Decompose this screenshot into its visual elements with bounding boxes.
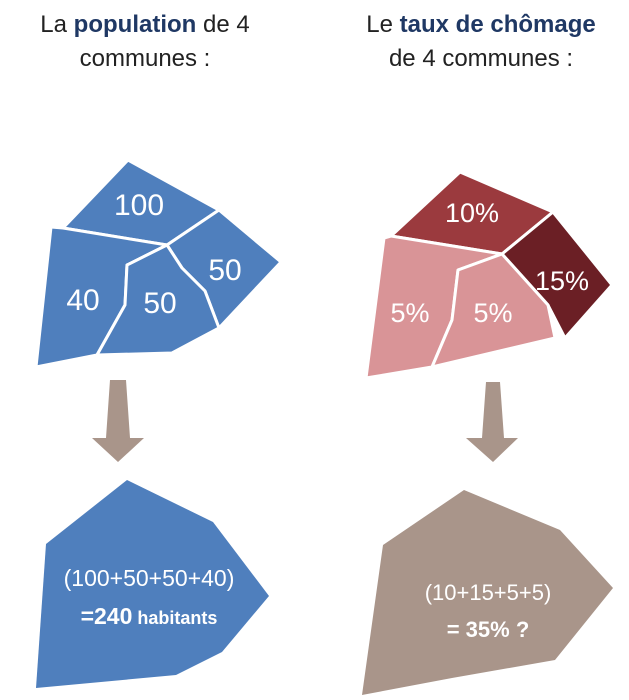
population-title-line2: communes :	[79, 45, 211, 72]
population-result-number: =240	[81, 603, 133, 629]
rate-value-4: 5%	[473, 298, 512, 328]
population-result-unit: habitants	[132, 608, 217, 628]
unemployment-map	[364, 170, 614, 380]
commune-south-right-map	[430, 252, 557, 369]
unemployment-title-line2: de 4 communes :	[388, 45, 574, 72]
unemployment-title-prefix: Le	[366, 11, 400, 38]
rate-value-1: 10%	[445, 198, 499, 228]
unemployment-title-bold: taux de chômage	[399, 11, 596, 38]
population-result-shape	[36, 480, 269, 688]
pop-value-3: 40	[66, 284, 99, 317]
arrow-down-right-icon	[466, 382, 518, 462]
population-result: =240 habitants	[81, 603, 218, 629]
population-title-suffix: de 4	[196, 11, 250, 38]
rate-value-2: 15%	[535, 266, 589, 296]
commune-right-right-map	[500, 210, 614, 340]
population-title-bold: population	[73, 11, 197, 38]
unemployment-result-shape	[362, 490, 613, 695]
pop-value-4: 50	[143, 287, 176, 320]
arrow-down-left-icon	[92, 380, 144, 462]
population-title: La population de 4 communes :	[0, 8, 290, 76]
population-title-prefix: La	[40, 11, 74, 38]
population-formula: (100+50+50+40)	[64, 565, 235, 591]
unemployment-title: Le taux de chômage de 4 communes :	[336, 8, 626, 76]
rate-value-3: 5%	[390, 298, 429, 328]
commune-south-left-map	[95, 243, 221, 357]
pop-value-1: 100	[114, 189, 164, 222]
unemployment-formula: (10+15+5+5)	[425, 580, 552, 605]
population-map	[34, 158, 283, 369]
pop-value-2: 50	[208, 254, 241, 287]
unemployment-result: = 35% ?	[447, 617, 530, 642]
